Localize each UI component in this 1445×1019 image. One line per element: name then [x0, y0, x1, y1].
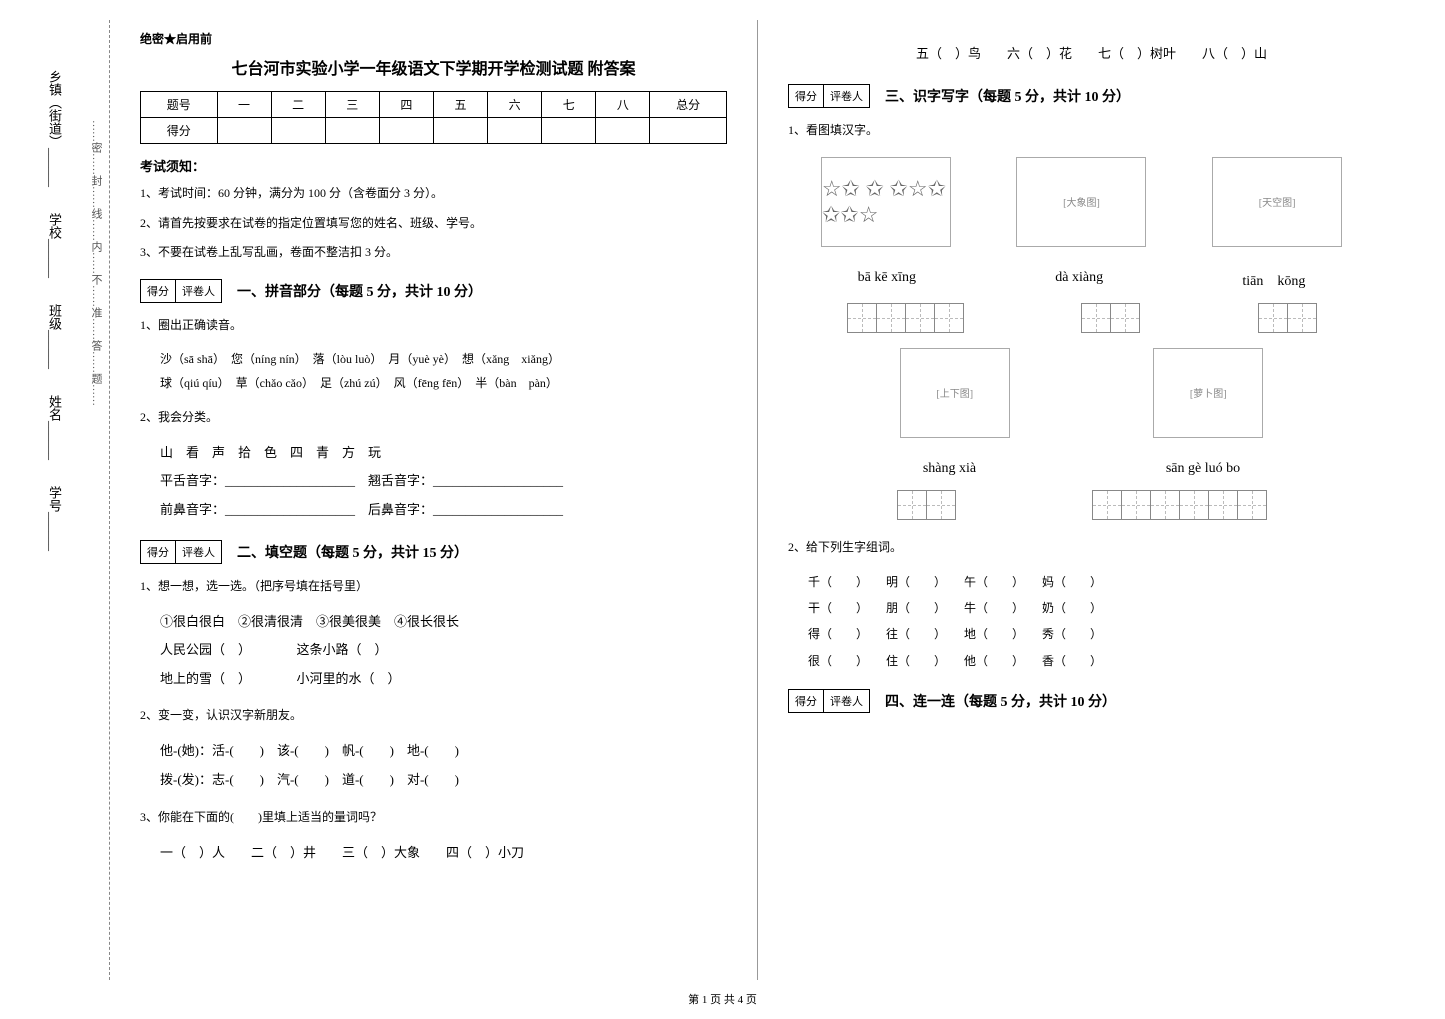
s1-q2-line: 平舌音字：____________________ 翘舌音字：_________…	[140, 467, 727, 496]
notice-item: 2、请首先按要求在试卷的指定位置填写您的姓名、班级、学号。	[140, 213, 727, 235]
radish-image: [萝卜图]	[1153, 348, 1263, 438]
tianzige	[897, 490, 955, 520]
s1-q2-chars: 山 看 声 拾 色 四 青 方 玩	[140, 439, 727, 468]
th: 题号	[141, 92, 218, 118]
image-row-2: [上下图] [萝卜图]	[788, 348, 1375, 438]
pinyin-row-1: bā kē xīng dà xiàng tiān kōng	[788, 262, 1375, 298]
zuci-row: 千（ ） 明（ ） 午（ ） 妈（ ）	[788, 569, 1375, 595]
image-row-1: ☆✩ ✩ ✩☆✩ ✩✩☆ [大象图] [天空图]	[788, 157, 1375, 247]
s1-q2-label: 2、我会分类。	[140, 405, 727, 429]
section4-header: 得分 评卷人 四、连一连（每题 5 分，共计 10 分）	[788, 689, 1375, 713]
s2-q1-options: ①很白很白 ②很清很清 ③很美很美 ④很长很长	[140, 608, 727, 637]
pinyin-row-2: shàng xià sān gè luó bo	[788, 453, 1375, 485]
th: 二	[271, 92, 325, 118]
td: 得分	[141, 118, 218, 144]
score-box: 得分 评卷人	[788, 84, 870, 108]
binding-inner-text: ……密……封……线……内……不……准……答……题……	[88, 120, 104, 920]
th: 六	[488, 92, 542, 118]
s2-q1-line: 人民公园（ ） 这条小路（ ）	[140, 636, 727, 665]
th: 四	[379, 92, 433, 118]
section4-title: 四、连一连（每题 5 分，共计 10 分）	[885, 691, 1116, 711]
tianzige	[1092, 490, 1266, 520]
score-label: 得分	[141, 280, 176, 302]
pinyin: bā kē xīng	[858, 270, 916, 290]
notice-item: 1、考试时间：60 分钟，满分为 100 分（含卷面分 3 分）。	[140, 183, 727, 205]
tianzige	[1081, 303, 1139, 333]
right-page: 五（ ）鸟 六（ ）花 七（ ）树叶 八（ ）山 得分 评卷人 三、识字写字（每…	[758, 20, 1405, 980]
grader-label: 评卷人	[176, 541, 221, 563]
pinyin: shàng xià	[923, 461, 976, 477]
s1-q2-line: 前鼻音字：____________________ 后鼻音字：_________…	[140, 496, 727, 525]
s2-q1-label: 1、想一想，选一选。（把序号填在括号里）	[140, 574, 727, 598]
score-value-row: 得分	[141, 118, 727, 144]
notice-title: 考试须知：	[140, 156, 727, 175]
score-label: 得分	[141, 541, 176, 563]
pinyin: dà xiàng	[1055, 270, 1103, 290]
s2-q1-line: 地上的雪（ ） 小河里的水（ ）	[140, 665, 727, 694]
confidential-label: 绝密★启用前	[140, 30, 727, 47]
s2-q3-line: 一（ ）人 二（ ）井 三（ ）大象 四（ ）小刀	[140, 839, 727, 868]
page-footer: 第 1 页 共 4 页	[0, 991, 1445, 1007]
score-label: 得分	[789, 690, 824, 712]
grader-label: 评卷人	[824, 690, 869, 712]
th: 一	[217, 92, 271, 118]
s2-q2-line: 他-(她)：活-( ) 该-( ) 帆-( ) 地-( )	[140, 737, 727, 766]
zuci-row: 得（ ） 往（ ） 地（ ） 秀（ ）	[788, 621, 1375, 647]
binding-fields: 乡镇（街道）______ 学校______ 班级______ 姓名______ …	[45, 70, 64, 970]
grader-label: 评卷人	[176, 280, 221, 302]
s2-q2-label: 2、变一变，认识汉字新朋友。	[140, 703, 727, 727]
th: 八	[596, 92, 650, 118]
updown-image: [上下图]	[900, 348, 1010, 438]
pinyin: tiān kōng	[1242, 270, 1305, 290]
score-label: 得分	[789, 85, 824, 107]
grader-label: 评卷人	[824, 85, 869, 107]
s2-q3-line: 五（ ）鸟 六（ ）花 七（ ）树叶 八（ ）山	[788, 40, 1375, 69]
section1-header: 得分 评卷人 一、拼音部分（每题 5 分，共计 10 分）	[140, 279, 727, 303]
zuci-row: 很（ ） 住（ ） 他（ ） 香（ ）	[788, 648, 1375, 674]
exam-title: 七台河市实验小学一年级语文下学期开学检测试题 附答案	[140, 55, 727, 79]
stars-image: ☆✩ ✩ ✩☆✩ ✩✩☆	[821, 157, 951, 247]
tianzige	[1258, 303, 1316, 333]
th: 三	[325, 92, 379, 118]
s1-q1-line: 球（qiú qíu） 草（chǎo cǎo） 足（zhú zú） 风（fēng …	[140, 371, 727, 395]
score-table: 题号 一 二 三 四 五 六 七 八 总分 得分	[140, 91, 727, 144]
score-box: 得分 评卷人	[140, 279, 222, 303]
left-page: 绝密★启用前 七台河市实验小学一年级语文下学期开学检测试题 附答案 题号 一 二…	[110, 20, 758, 980]
notice-item: 3、不要在试卷上乱写乱画，卷面不整洁扣 3 分。	[140, 242, 727, 264]
section1-title: 一、拼音部分（每题 5 分，共计 10 分）	[237, 281, 482, 301]
pinyin: sān gè luó bo	[1166, 461, 1240, 477]
section2-title: 二、填空题（每题 5 分，共计 15 分）	[237, 542, 468, 562]
section3-header: 得分 评卷人 三、识字写字（每题 5 分，共计 10 分）	[788, 84, 1375, 108]
score-box: 得分 评卷人	[788, 689, 870, 713]
tianzige-row-2	[788, 490, 1375, 520]
th: 总分	[650, 92, 727, 118]
tianzige	[847, 303, 963, 333]
section2-header: 得分 评卷人 二、填空题（每题 5 分，共计 15 分）	[140, 540, 727, 564]
section3-title: 三、识字写字（每题 5 分，共计 10 分）	[885, 86, 1130, 106]
score-header-row: 题号 一 二 三 四 五 六 七 八 总分	[141, 92, 727, 118]
s1-q1-line: 沙（sā shā） 您（níng nín） 落（lòu luò） 月（yuè y…	[140, 347, 727, 371]
score-box: 得分 评卷人	[140, 540, 222, 564]
zuci-row: 干（ ） 朋（ ） 牛（ ） 奶（ ）	[788, 595, 1375, 621]
s1-q1-label: 1、圈出正确读音。	[140, 313, 727, 337]
tianzige-row-1	[788, 303, 1375, 333]
th: 五	[433, 92, 487, 118]
s2-q3-label: 3、你能在下面的( )里填上适当的量词吗？	[140, 805, 727, 829]
sky-image: [天空图]	[1212, 157, 1342, 247]
s3-q2-label: 2、给下列生字组词。	[788, 535, 1375, 559]
binding-margin: 乡镇（街道）______ 学校______ 班级______ 姓名______ …	[40, 20, 110, 980]
elephant-image: [大象图]	[1016, 157, 1146, 247]
th: 七	[542, 92, 596, 118]
s2-q2-line: 拨-(发)：志-( ) 汽-( ) 道-( ) 对-( )	[140, 766, 727, 795]
s3-q1-label: 1、看图填汉字。	[788, 118, 1375, 142]
